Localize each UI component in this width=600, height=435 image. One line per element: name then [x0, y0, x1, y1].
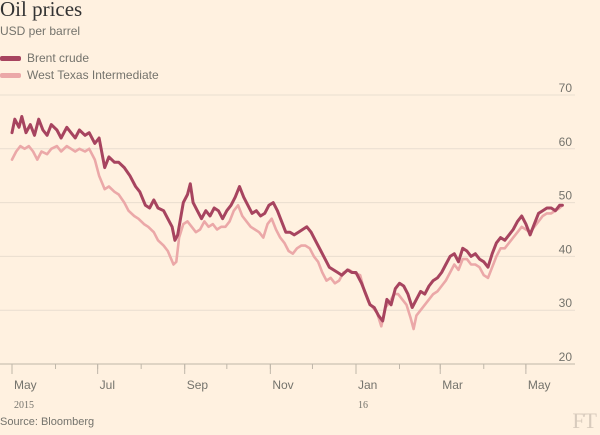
- x-tick-label-2: Sep: [187, 378, 209, 392]
- legend-label-wti: West Texas Intermediate: [27, 68, 159, 82]
- chart-subtitle: USD per barrel: [0, 24, 81, 38]
- legend-swatch-wti: [0, 72, 21, 78]
- x-tick-label-6: May: [528, 378, 551, 392]
- x-tick-label-3: Nov: [272, 378, 293, 392]
- y-tick-label-20: 20: [559, 350, 573, 364]
- source-note: Source: Bloomberg: [0, 416, 95, 428]
- legend: Brent crude West Texas Intermediate: [0, 50, 159, 84]
- x-tick-year-0: 2015: [14, 400, 34, 411]
- legend-item-brent: Brent crude: [0, 50, 159, 66]
- legend-swatch-brent: [0, 55, 21, 61]
- chart-title: Oil prices: [0, 0, 83, 21]
- ft-logo: FT: [572, 408, 597, 433]
- series-line-brent: [10, 115, 564, 323]
- y-tick-label-50: 50: [559, 189, 573, 203]
- series-line-wti: [10, 144, 564, 331]
- x-tick-year-4: 16: [358, 400, 368, 411]
- y-tick-label-60: 60: [559, 135, 573, 149]
- legend-label-brent: Brent crude: [27, 51, 90, 65]
- legend-item-wti: West Texas Intermediate: [0, 67, 159, 83]
- x-tick-label-4: Jan: [358, 378, 377, 392]
- y-tick-label-30: 30: [559, 296, 573, 310]
- y-tick-label-70: 70: [559, 81, 573, 95]
- x-tick-label-0: May: [14, 378, 37, 392]
- x-tick-label-5: Mar: [442, 378, 463, 392]
- x-tick-label-1: Jul: [100, 378, 115, 392]
- y-tick-label-40: 40: [559, 242, 573, 256]
